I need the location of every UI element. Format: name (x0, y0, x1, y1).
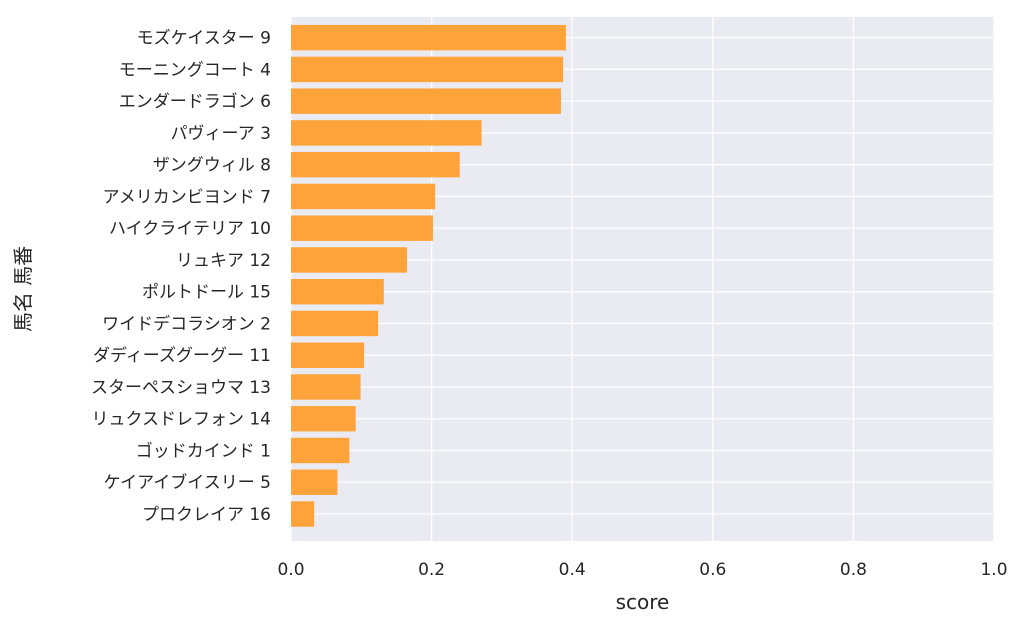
bar (291, 24, 566, 51)
bar (291, 342, 365, 368)
category-label: パヴィーア 3 (170, 124, 271, 144)
bar (291, 247, 407, 273)
category-label: モズケイスター 9 (137, 29, 271, 49)
bar (291, 151, 460, 178)
x-tick-labels: 0.0 0.2 0.4 0.6 0.8 1.0 (277, 560, 1007, 580)
bar (291, 406, 356, 432)
category-labels: モズケイスター 9 モーニングコート 4 エンダードラゴン 6 パヴィーア 3 ザングウ… (91, 29, 271, 525)
category-label: プロクレイア 16 (142, 505, 271, 525)
category-label: モーニングコート 4 (119, 60, 271, 80)
bar (291, 501, 315, 527)
bar (291, 374, 361, 400)
x-tick-label: 1.0 (980, 560, 1007, 580)
category-label: ポルトドール 15 (142, 283, 271, 303)
x-tick-label: 0.6 (699, 560, 726, 580)
category-label: スターペスショウマ 13 (91, 378, 271, 398)
x-axis-title: score (616, 590, 670, 614)
bar (291, 183, 436, 210)
x-tick-label: 0.2 (418, 560, 445, 580)
bar (291, 56, 564, 83)
x-tick-label: 0.8 (840, 560, 867, 580)
category-label: ダディーズグーグー 11 (93, 345, 271, 366)
bar (291, 469, 338, 495)
x-tick-label: 0.0 (277, 560, 304, 580)
bar (291, 88, 561, 114)
category-label: リュキア 12 (176, 251, 271, 271)
bar (291, 310, 379, 337)
category-label: ゴッドカインド 1 (136, 440, 271, 461)
category-label: ケイアイブイスリー 5 (103, 472, 271, 493)
bar (291, 279, 384, 305)
x-tick-label: 0.4 (559, 560, 586, 580)
category-label: リュクスドレフォン 14 (91, 410, 271, 430)
category-label: アメリカンビヨンド 7 (103, 187, 271, 207)
category-label: ハイクライテリア 10 (109, 219, 271, 239)
category-label: エンダードラゴン 6 (119, 91, 271, 112)
bars-group (291, 24, 566, 527)
category-label: ザングウィル 8 (153, 156, 271, 176)
y-axis-title: 馬名 馬番 (11, 246, 35, 332)
bar (291, 120, 482, 146)
bar (291, 215, 434, 241)
category-label: ワイドデコラシオン 2 (102, 313, 271, 334)
bar (291, 437, 350, 464)
